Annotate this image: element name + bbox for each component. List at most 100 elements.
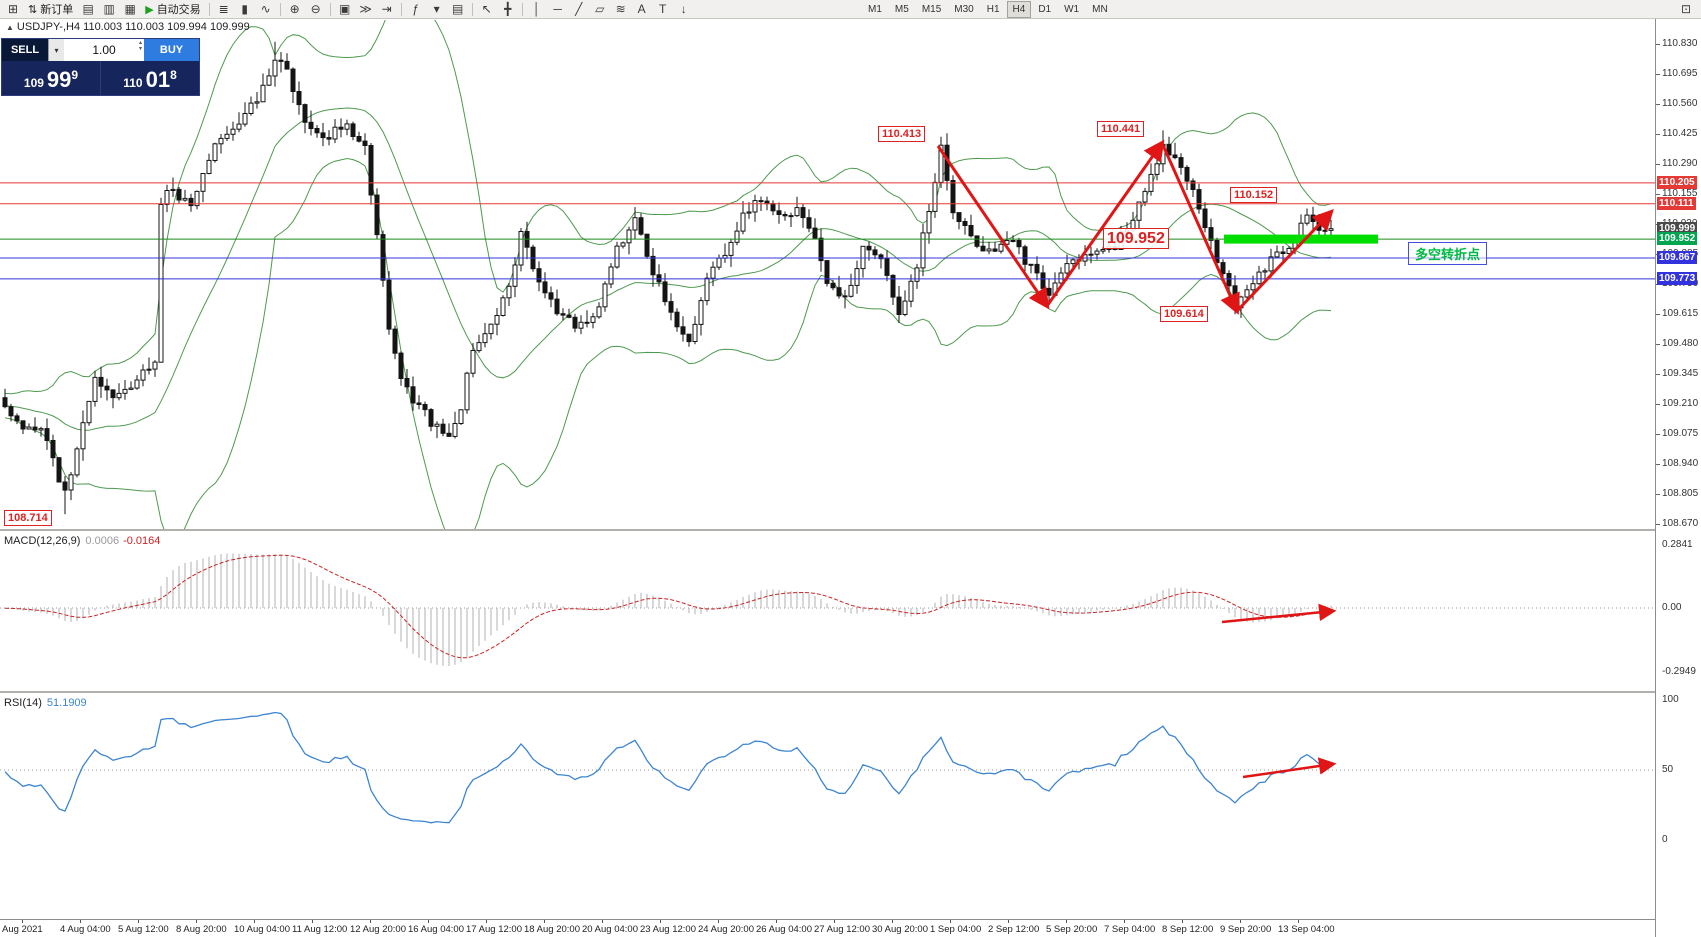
- time-tick-mark: [312, 920, 313, 923]
- horizontal-line-icon[interactable]: ─: [553, 2, 562, 16]
- price-tick: 110.560: [1662, 98, 1698, 109]
- text-icon[interactable]: A: [637, 2, 646, 16]
- rsi-indicator-label: RSI(14) 51.1909: [4, 697, 87, 709]
- chart-shift-icon[interactable]: ⇥: [381, 2, 392, 16]
- timeframe-h4[interactable]: H4: [1006, 1, 1032, 18]
- cursor-icon[interactable]: ↖: [481, 2, 492, 16]
- templates-icon[interactable]: ▤: [452, 2, 464, 16]
- price-tick: 108.805: [1662, 488, 1699, 499]
- time-tick: 20 Aug 04:00: [582, 924, 638, 935]
- sell-button[interactable]: SELL: [2, 39, 48, 61]
- toolbar-separator: [279, 2, 281, 16]
- volume-stepper[interactable]: ▴ ▾: [139, 40, 142, 52]
- time-tick: 24 Aug 20:00: [698, 924, 754, 935]
- volume-up-icon[interactable]: ▴: [138, 40, 142, 46]
- timeframe-w1[interactable]: W1: [1064, 4, 1080, 15]
- indicator-scale-tick: -0.2949: [1662, 666, 1696, 677]
- zoom-out-icon[interactable]: ⊖: [310, 2, 321, 16]
- price-tick: 110.425: [1662, 128, 1698, 139]
- crosshair-icon[interactable]: ╋: [504, 2, 512, 16]
- toolbar-separator: [329, 2, 331, 16]
- text-label-icon[interactable]: T: [659, 2, 667, 16]
- time-tick-mark: [196, 920, 197, 923]
- indicators-icon[interactable]: ƒ: [412, 2, 420, 16]
- timeframe-d1[interactable]: D1: [1038, 4, 1052, 15]
- chart-symbol-info: ▲ USDJPY-,H4 110.003 110.003 109.994 109.…: [6, 21, 250, 33]
- navigator-icon[interactable]: ▦: [124, 2, 136, 16]
- time-tick: 30 Aug 20:00: [872, 924, 928, 935]
- price-callout: 110.152: [1230, 187, 1278, 203]
- price-level-label: 109.952: [1657, 232, 1698, 246]
- line-chart-icon[interactable]: ∿: [260, 2, 271, 16]
- toolbar-more-icon[interactable]: ⊡: [1680, 2, 1692, 16]
- volume-value: 1.00: [92, 43, 116, 57]
- volume-input[interactable]: 1.00 ▴ ▾: [64, 39, 144, 61]
- time-tick: 2 Sep 12:00: [988, 924, 1040, 935]
- time-tick: 5 Aug 12:00: [118, 924, 169, 935]
- zoom-in-icon[interactable]: ⊕: [289, 2, 300, 16]
- vertical-line-icon[interactable]: │: [532, 2, 541, 16]
- time-tick: 4 Aug 04:00: [60, 924, 111, 935]
- price-level-label: 109.867: [1657, 251, 1698, 264]
- toolbar-separator: [471, 2, 473, 16]
- timeframe-m5[interactable]: M5: [894, 4, 909, 15]
- auto-scroll-icon[interactable]: ≫: [359, 2, 372, 16]
- time-tick: 1 Sep 04:00: [930, 924, 982, 935]
- time-tick-mark: [22, 920, 23, 923]
- time-axis[interactable]: Aug 2021 4 Aug 04:00 5 Aug 12:00 8 Aug 20:0…: [0, 919, 1701, 937]
- price-tick-mark: [1656, 194, 1660, 195]
- bar-chart-icon[interactable]: ≣: [218, 2, 229, 16]
- time-tick-mark: [1066, 920, 1067, 923]
- time-tick: 23 Aug 12:00: [640, 924, 696, 935]
- trendline-icon[interactable]: ╱: [575, 2, 583, 16]
- timeframe-mn[interactable]: MN: [1092, 4, 1108, 15]
- ask-price[interactable]: 110 01 8: [123, 67, 177, 92]
- bid-price[interactable]: 109 99 9: [2, 61, 101, 95]
- price-tick: 110.695: [1662, 68, 1698, 79]
- arrows-tool-icon[interactable]: ↓: [680, 2, 687, 16]
- order-options-dropdown[interactable]: ▾: [48, 39, 64, 61]
- new-chart-icon[interactable]: ⊞: [7, 2, 19, 16]
- price-tick-mark: [1656, 464, 1660, 465]
- price-scale-border: [1655, 19, 1656, 937]
- periods-icon[interactable]: ▾: [433, 2, 440, 16]
- candlestick-chart-icon[interactable]: ▮: [241, 2, 248, 16]
- time-tick-mark: [138, 920, 139, 923]
- tile-windows-icon[interactable]: ▣: [339, 2, 351, 16]
- new-order-button[interactable]: ⇅ 新订单: [24, 1, 77, 17]
- new-order-button-label: 新订单: [40, 4, 74, 16]
- time-tick: 5 Sep 20:00: [1046, 924, 1098, 935]
- fibonacci-icon[interactable]: ≋: [615, 2, 626, 16]
- market-watch-icon[interactable]: ▥: [103, 2, 115, 16]
- buy-button[interactable]: BUY: [144, 39, 199, 61]
- timeframe-m15[interactable]: M15: [921, 4, 942, 15]
- profiles-icon[interactable]: ▤: [82, 2, 94, 16]
- time-tick-mark: [718, 920, 719, 923]
- timeframe-m1[interactable]: M1: [868, 4, 882, 15]
- price-tick-mark: [1656, 494, 1660, 495]
- rsi-panel-separator[interactable]: [0, 691, 1701, 693]
- indicator-scale-tick: 0.2841: [1662, 539, 1693, 550]
- timeframe-m30[interactable]: M30: [954, 4, 974, 15]
- channel-icon[interactable]: ▱: [595, 2, 605, 16]
- symbol-ohlc-text: USDJPY-,H4 110.003 110.003 109.994 109.9…: [16, 21, 250, 33]
- time-tick: 7 Sep 04:00: [1104, 924, 1156, 935]
- volume-down-icon[interactable]: ▾: [138, 46, 142, 52]
- macd-panel-separator[interactable]: [0, 529, 1701, 531]
- price-level-label: 109.999: [1657, 221, 1698, 235]
- price-scale[interactable]: 110.830 110.695 110.560 110.425 110.290 110.1…: [1656, 0, 1701, 937]
- toolbar: ⊞ ⇅ 新订单 ▤ ▥ ▦ ▶ 自动交易 ≣ ▮ ∿ ⊕ ⊖ ▣ ≫ ⇥ ƒ ▾ ▤ ↖ ╋ │ ─ ╱ ▱ ≋ A T ↓ M1 M5 M…: [0, 0, 1701, 19]
- autotrading-button[interactable]: ▶ 自动交易: [141, 1, 204, 17]
- price-callout: 109.952: [1103, 228, 1169, 249]
- price-tick-mark: [1656, 164, 1660, 165]
- price-tick: 110.290: [1662, 158, 1698, 169]
- time-tick: 16 Aug 04:00: [408, 924, 464, 935]
- price-tick: 109.210: [1662, 398, 1699, 409]
- timeframe-h1[interactable]: H1: [986, 4, 1000, 15]
- time-tick: 13 Sep 04:00: [1278, 924, 1335, 935]
- indicator-scale-tick: 50: [1662, 764, 1674, 775]
- price-level-label: 109.773: [1657, 271, 1698, 285]
- time-tick-mark: [1008, 920, 1009, 923]
